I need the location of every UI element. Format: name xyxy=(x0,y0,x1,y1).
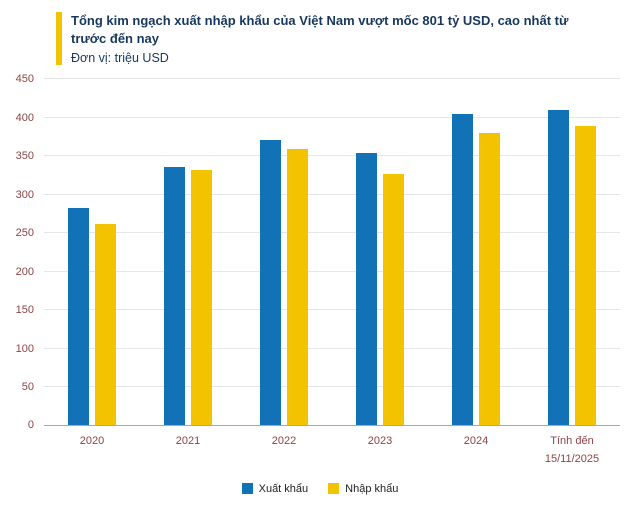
x-axis-label: 2024 xyxy=(463,435,489,448)
bar-chart: 0 50 100 150 200 250 300 350 400 450 xyxy=(16,73,620,431)
bar-series1-cat1 xyxy=(68,207,89,426)
bar-groups xyxy=(44,79,620,426)
chart-header: Tổng kim ngạch xuất nhập khẩu của Việt N… xyxy=(56,12,610,66)
gridline xyxy=(44,155,620,157)
bar-series2-cat6 xyxy=(575,125,596,426)
legend-label: Xuất khẩu xyxy=(258,482,309,495)
title-accent-bar xyxy=(56,12,62,66)
bar-series2-cat1 xyxy=(95,223,116,426)
chart-subtitle: Đơn vị: triệu USD xyxy=(71,51,169,66)
bar-group xyxy=(140,79,236,426)
legend-swatch xyxy=(328,483,340,495)
legend: Xuất khẩu Nhập khẩu xyxy=(0,483,640,495)
x-axis-label: 2022 xyxy=(271,435,297,448)
x-axis-label: 2021 xyxy=(175,435,201,448)
bar-series2-cat4 xyxy=(383,173,404,426)
bar-group xyxy=(332,79,428,426)
y-tick-label: 200 xyxy=(15,265,34,278)
bar-group xyxy=(236,79,332,426)
gridline xyxy=(44,347,620,349)
legend-item: Xuất khẩu xyxy=(241,482,309,495)
bar-series2-cat2 xyxy=(191,170,212,426)
bar-series1-cat6 xyxy=(548,110,569,426)
y-tick-label: 400 xyxy=(15,111,34,124)
y-tick-label: 50 xyxy=(21,380,34,393)
x-axis-label: 2023 xyxy=(367,435,393,448)
gridline xyxy=(44,232,620,234)
gridline xyxy=(44,116,620,118)
y-tick-label: 0 xyxy=(27,419,34,432)
gridline xyxy=(44,309,620,311)
x-axis-labels: 2020 2021 2022 2023 2024 Tính đến 15/11/2025 xyxy=(44,433,620,468)
bar-group xyxy=(524,79,620,426)
chart-title: Tổng kim ngạch xuất nhập khẩu của Việt N… xyxy=(71,13,569,47)
gridline xyxy=(44,193,620,195)
bar-series1-cat4 xyxy=(356,153,377,426)
bar-series1-cat5 xyxy=(452,113,473,426)
legend-label: Nhập khẩu xyxy=(345,482,399,495)
plot-area: 0 50 100 150 200 250 300 350 400 450 xyxy=(16,73,620,431)
bar-series2-cat5 xyxy=(479,133,500,426)
y-tick-label: 350 xyxy=(15,150,34,163)
gridline xyxy=(44,78,620,80)
y-tick-label: 300 xyxy=(15,188,34,201)
gridline xyxy=(44,385,620,387)
bar-group xyxy=(44,79,140,426)
bar-series1-cat3 xyxy=(260,140,281,426)
legend-item: Nhập khẩu xyxy=(328,483,398,495)
bar-group xyxy=(428,79,524,426)
x-axis-label: 2020 xyxy=(79,435,105,448)
y-tick-label: 450 xyxy=(15,73,34,86)
bar-series2-cat3 xyxy=(287,149,308,426)
legend-swatch xyxy=(241,483,253,495)
gridline xyxy=(44,270,620,272)
header-text: Tổng kim ngạch xuất nhập khẩu của Việt N… xyxy=(71,12,610,65)
y-tick-label: 150 xyxy=(15,304,34,317)
bar-series1-cat2 xyxy=(164,167,185,426)
x-axis-label: Tính đến 15/11/2025 xyxy=(544,435,600,465)
y-tick-label: 100 xyxy=(15,342,34,355)
y-tick-label: 250 xyxy=(15,227,34,240)
